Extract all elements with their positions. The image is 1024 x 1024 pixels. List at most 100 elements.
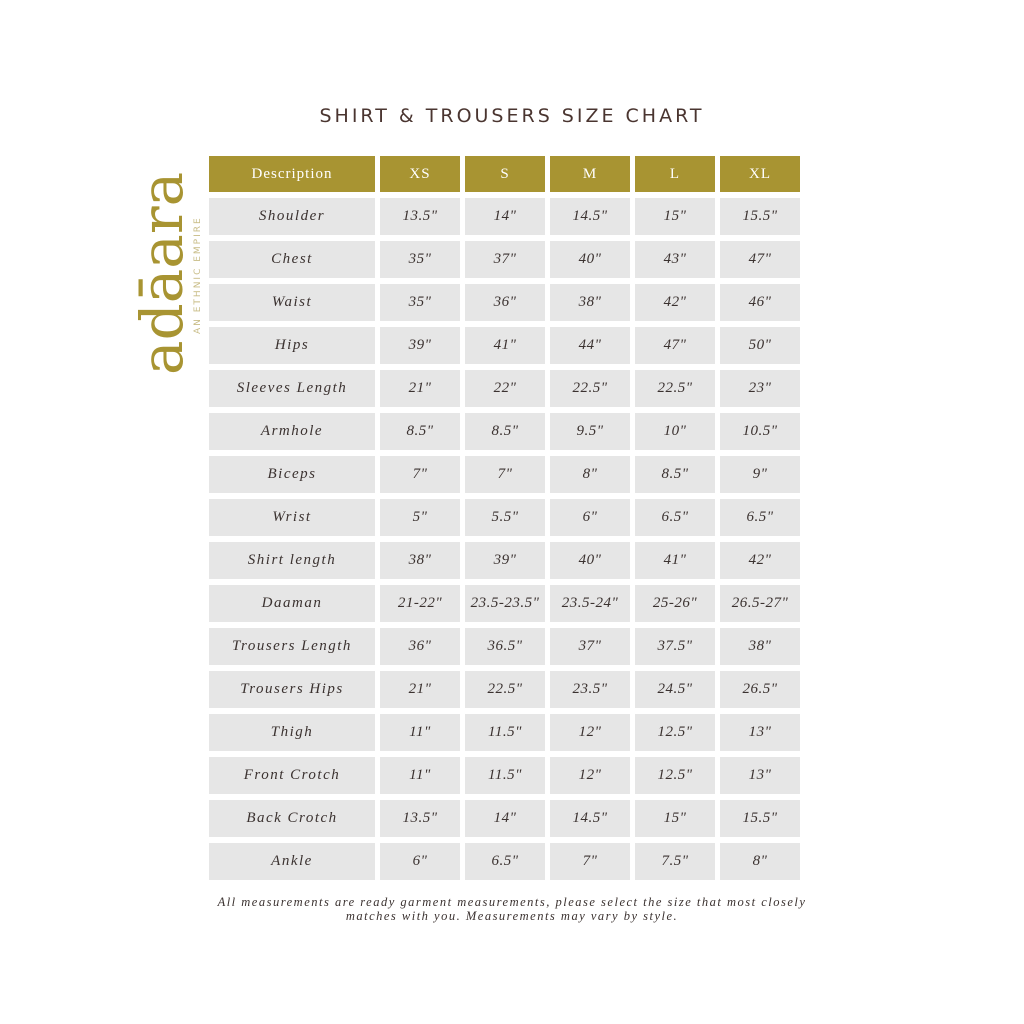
measurement-cell: 11.5" bbox=[465, 714, 545, 751]
measurement-cell: 36" bbox=[380, 628, 460, 665]
footnote: All measurements are ready garment measu… bbox=[217, 895, 807, 923]
measurement-cell: 50" bbox=[720, 327, 800, 364]
row-label: Ankle bbox=[209, 843, 375, 880]
measurement-cell: 44" bbox=[550, 327, 630, 364]
measurement-cell: 6.5" bbox=[465, 843, 545, 880]
measurement-cell: 22.5" bbox=[635, 370, 715, 407]
measurement-cell: 38" bbox=[720, 628, 800, 665]
measurement-cell: 11" bbox=[380, 714, 460, 751]
measurement-cell: 13" bbox=[720, 714, 800, 751]
measurement-cell: 37" bbox=[550, 628, 630, 665]
row-label: Armhole bbox=[209, 413, 375, 450]
measurement-cell: 37" bbox=[465, 241, 545, 278]
measurement-cell: 23.5" bbox=[550, 671, 630, 708]
measurement-cell: 9" bbox=[720, 456, 800, 493]
measurement-cell: 23" bbox=[720, 370, 800, 407]
row-label: Sleeves Length bbox=[209, 370, 375, 407]
measurement-cell: 39" bbox=[380, 327, 460, 364]
measurement-cell: 12" bbox=[550, 714, 630, 751]
header-description: Description bbox=[209, 156, 375, 192]
measurement-cell: 36" bbox=[465, 284, 545, 321]
measurement-cell: 6" bbox=[380, 843, 460, 880]
measurement-cell: 35" bbox=[380, 284, 460, 321]
measurement-cell: 5.5" bbox=[465, 499, 545, 536]
measurement-cell: 13.5" bbox=[380, 198, 460, 235]
size-chart-table: Description XS S M L XL Shoulder 13.5" 14" 14.5" 1… bbox=[209, 156, 800, 880]
measurement-cell: 22.5" bbox=[550, 370, 630, 407]
row-label: Back Crotch bbox=[209, 800, 375, 837]
header-size-s: S bbox=[465, 156, 545, 192]
measurement-cell: 23.5-24" bbox=[550, 585, 630, 622]
measurement-cell: 42" bbox=[720, 542, 800, 579]
measurement-cell: 15" bbox=[635, 800, 715, 837]
measurement-cell: 6" bbox=[550, 499, 630, 536]
measurement-cell: 39" bbox=[465, 542, 545, 579]
header-size-xl: XL bbox=[720, 156, 800, 192]
logo-wordmark: adāara bbox=[128, 171, 196, 375]
row-label: Daaman bbox=[209, 585, 375, 622]
measurement-cell: 15" bbox=[635, 198, 715, 235]
measurement-cell: 46" bbox=[720, 284, 800, 321]
measurement-cell: 26.5-27" bbox=[720, 585, 800, 622]
measurement-cell: 43" bbox=[635, 241, 715, 278]
measurement-cell: 14" bbox=[465, 198, 545, 235]
row-label: Shoulder bbox=[209, 198, 375, 235]
measurement-cell: 23.5-23.5" bbox=[465, 585, 545, 622]
measurement-cell: 12.5" bbox=[635, 714, 715, 751]
page-title: SHIRT & TROUSERS SIZE CHART bbox=[319, 105, 705, 127]
row-label: Hips bbox=[209, 327, 375, 364]
row-label: Biceps bbox=[209, 456, 375, 493]
measurement-cell: 42" bbox=[635, 284, 715, 321]
measurement-cell: 5" bbox=[380, 499, 460, 536]
row-label: Wrist bbox=[209, 499, 375, 536]
measurement-cell: 26.5" bbox=[720, 671, 800, 708]
measurement-cell: 22" bbox=[465, 370, 545, 407]
measurement-cell: 15.5" bbox=[720, 800, 800, 837]
measurement-cell: 11" bbox=[380, 757, 460, 794]
measurement-cell: 14" bbox=[465, 800, 545, 837]
measurement-cell: 15.5" bbox=[720, 198, 800, 235]
measurement-cell: 8" bbox=[550, 456, 630, 493]
measurement-cell: 8" bbox=[720, 843, 800, 880]
measurement-cell: 40" bbox=[550, 241, 630, 278]
row-label: Trousers Hips bbox=[209, 671, 375, 708]
measurement-cell: 12.5" bbox=[635, 757, 715, 794]
measurement-cell: 6.5" bbox=[635, 499, 715, 536]
row-label: Waist bbox=[209, 284, 375, 321]
header-size-xs: XS bbox=[380, 156, 460, 192]
row-label: Shirt length bbox=[209, 542, 375, 579]
measurement-cell: 8.5" bbox=[635, 456, 715, 493]
measurement-cell: 13.5" bbox=[380, 800, 460, 837]
measurement-cell: 22.5" bbox=[465, 671, 545, 708]
measurement-cell: 41" bbox=[465, 327, 545, 364]
logo-tagline: AN ETHNIC EMPIRE bbox=[193, 216, 203, 334]
measurement-cell: 8.5" bbox=[465, 413, 545, 450]
row-label: Thigh bbox=[209, 714, 375, 751]
measurement-cell: 10" bbox=[635, 413, 715, 450]
measurement-cell: 21" bbox=[380, 671, 460, 708]
measurement-cell: 40" bbox=[550, 542, 630, 579]
measurement-cell: 38" bbox=[380, 542, 460, 579]
measurement-cell: 21" bbox=[380, 370, 460, 407]
measurement-cell: 8.5" bbox=[380, 413, 460, 450]
measurement-cell: 21-22" bbox=[380, 585, 460, 622]
measurement-cell: 14.5" bbox=[550, 198, 630, 235]
measurement-cell: 10.5" bbox=[720, 413, 800, 450]
measurement-cell: 13" bbox=[720, 757, 800, 794]
measurement-cell: 24.5" bbox=[635, 671, 715, 708]
measurement-cell: 37.5" bbox=[635, 628, 715, 665]
measurement-cell: 7.5" bbox=[635, 843, 715, 880]
measurement-cell: 41" bbox=[635, 542, 715, 579]
measurement-cell: 35" bbox=[380, 241, 460, 278]
measurement-cell: 47" bbox=[635, 327, 715, 364]
measurement-cell: 38" bbox=[550, 284, 630, 321]
row-label: Trousers Length bbox=[209, 628, 375, 665]
row-label: Front Crotch bbox=[209, 757, 375, 794]
measurement-cell: 36.5" bbox=[465, 628, 545, 665]
measurement-cell: 9.5" bbox=[550, 413, 630, 450]
measurement-cell: 47" bbox=[720, 241, 800, 278]
measurement-cell: 25-26" bbox=[635, 585, 715, 622]
header-size-m: M bbox=[550, 156, 630, 192]
measurement-cell: 11.5" bbox=[465, 757, 545, 794]
measurement-cell: 7" bbox=[550, 843, 630, 880]
